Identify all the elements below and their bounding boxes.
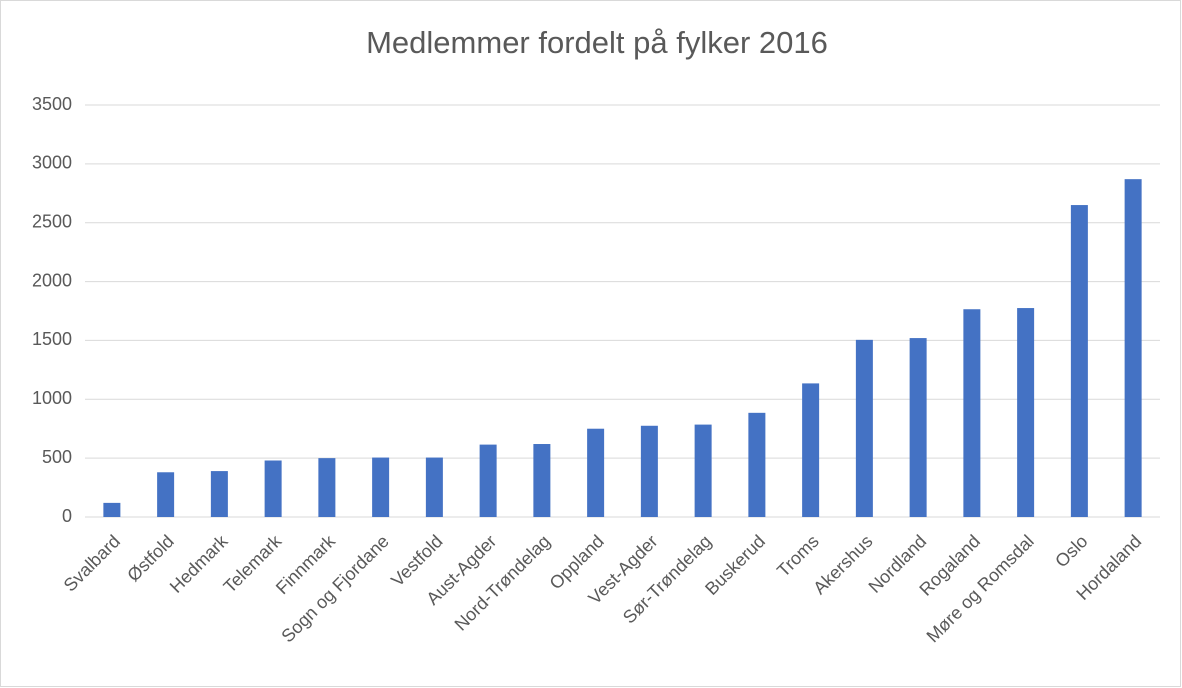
- y-tick-label: 1500: [32, 329, 72, 349]
- bar: [855, 339, 873, 517]
- y-tick-label: 3000: [32, 153, 72, 173]
- y-tick-label: 2000: [32, 270, 72, 290]
- bar: [103, 502, 121, 517]
- bar: [210, 471, 228, 517]
- bar: [802, 383, 820, 517]
- bar: [1017, 308, 1035, 517]
- y-tick-label: 500: [42, 447, 72, 467]
- bar: [533, 444, 551, 517]
- bar: [963, 309, 981, 517]
- bar: [640, 425, 658, 517]
- bar: [748, 412, 766, 517]
- y-tick-label: 0: [62, 506, 72, 526]
- y-tick-label: 1000: [32, 388, 72, 408]
- bar: [264, 460, 282, 517]
- bar: [909, 338, 927, 517]
- bar: [1124, 179, 1142, 517]
- bar: [425, 457, 443, 517]
- bar: [694, 424, 712, 517]
- y-tick-label: 3500: [32, 94, 72, 114]
- bar: [479, 444, 497, 517]
- bar: [372, 457, 390, 517]
- bar: [157, 472, 175, 517]
- bar: [318, 458, 336, 517]
- chart-title: Medlemmer fordelt på fylker 2016: [366, 25, 828, 60]
- bar: [587, 428, 605, 517]
- bar: [1070, 205, 1088, 518]
- y-tick-label: 2500: [32, 211, 72, 231]
